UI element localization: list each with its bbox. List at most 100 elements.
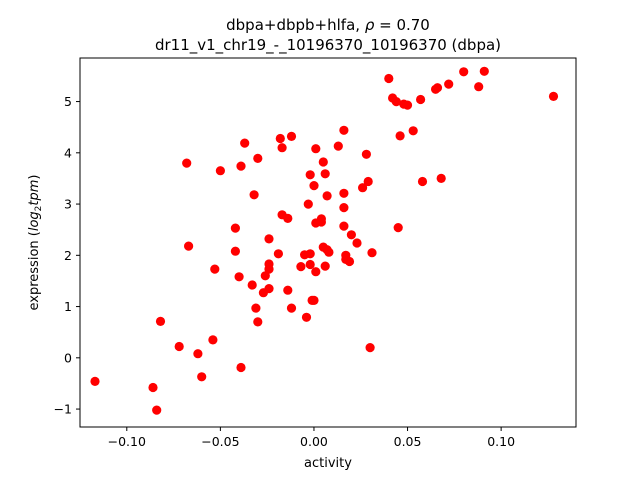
data-point-21	[253, 317, 263, 327]
data-point-55	[320, 261, 330, 271]
x-tick-label: 0.05	[394, 434, 422, 449]
data-point-40	[303, 199, 313, 209]
data-point-27	[264, 234, 274, 244]
data-point-20	[251, 303, 261, 313]
data-point-61	[339, 221, 349, 231]
x-axis-label: activity	[304, 456, 352, 471]
data-point-22	[253, 153, 263, 163]
chart-title: dbpa+dbpb+hlfa, ρ = 0.70	[226, 16, 430, 34]
data-point-35	[286, 303, 297, 313]
data-point-62	[339, 188, 349, 198]
data-point-0	[90, 376, 100, 386]
data-point-77	[393, 223, 403, 233]
x-tick-label: −0.10	[108, 434, 146, 449]
y-axis-label: expression (log2tpm)	[27, 175, 44, 311]
data-point-11	[215, 166, 225, 176]
data-point-51	[316, 214, 326, 224]
data-point-58	[324, 247, 334, 257]
data-point-54	[320, 169, 330, 179]
chart-subtitle: dr11_v1_chr19_-_10196370_10196370 (dbpa)	[155, 36, 501, 55]
data-point-83	[417, 176, 428, 187]
data-point-26	[264, 264, 274, 274]
y-tick-label: 3	[64, 197, 72, 212]
data-point-87	[444, 79, 454, 89]
data-point-18	[247, 280, 257, 290]
data-point-37	[296, 262, 306, 272]
data-point-28	[264, 284, 274, 294]
data-point-30	[275, 133, 285, 144]
data-point-88	[459, 67, 469, 77]
data-point-72	[365, 343, 375, 353]
data-point-43	[305, 249, 315, 259]
x-tick-label: −0.05	[201, 434, 239, 449]
data-point-31	[277, 143, 287, 153]
y-tick-label: 0	[64, 350, 72, 365]
data-point-59	[333, 141, 343, 151]
data-point-12	[230, 223, 240, 233]
data-point-19	[249, 190, 259, 200]
data-point-66	[344, 256, 355, 267]
x-axis-ticks: −0.10 −0.05 0.00 0.05 0.10	[108, 427, 515, 449]
data-point-56	[322, 191, 332, 201]
data-point-74	[384, 73, 394, 84]
plot-frame	[79, 57, 577, 428]
data-point-29	[273, 249, 283, 259]
data-point-3	[155, 316, 166, 326]
data-point-85	[432, 83, 443, 93]
data-point-52	[318, 157, 328, 167]
data-point-67	[346, 230, 356, 240]
data-point-69	[358, 183, 368, 193]
data-point-10	[210, 264, 220, 274]
data-point-34	[283, 285, 293, 295]
data-point-68	[352, 238, 362, 248]
data-point-89	[474, 82, 484, 92]
data-point-70	[361, 149, 371, 159]
data-point-9	[208, 335, 218, 345]
data-point-13	[230, 246, 240, 256]
data-point-60	[339, 125, 349, 135]
data-point-73	[367, 248, 377, 258]
data-point-1	[148, 382, 158, 393]
data-point-5	[182, 158, 192, 168]
data-points-layer	[90, 66, 559, 415]
data-point-7	[193, 349, 203, 359]
data-point-24	[260, 271, 270, 281]
x-tick-label: 0.00	[300, 434, 328, 449]
data-point-42	[305, 259, 315, 270]
data-point-71	[363, 176, 373, 187]
data-point-41	[305, 170, 315, 180]
data-point-39	[301, 312, 312, 322]
data-point-90	[479, 66, 489, 76]
y-tick-label: 1	[64, 299, 72, 314]
data-point-17	[240, 138, 250, 148]
y-tick-label: 5	[64, 94, 72, 109]
data-point-78	[395, 131, 405, 141]
y-tick-label: 4	[64, 145, 72, 160]
data-point-47	[311, 267, 321, 277]
x-tick-label: 0.10	[487, 434, 515, 449]
data-point-49	[311, 144, 321, 154]
data-point-86	[436, 173, 446, 183]
data-point-63	[339, 203, 349, 213]
data-point-81	[408, 126, 418, 136]
data-point-91	[548, 91, 559, 101]
data-point-2	[152, 405, 162, 415]
data-point-4	[174, 341, 184, 352]
data-point-80	[402, 100, 413, 110]
data-point-46	[309, 181, 319, 191]
data-point-16	[236, 362, 246, 373]
data-point-14	[234, 272, 244, 282]
data-point-36	[286, 131, 297, 141]
data-point-8	[197, 372, 207, 382]
y-tick-label: −1	[54, 402, 72, 417]
data-point-82	[416, 94, 426, 105]
y-axis-ticks: −1 0 1 2 3 4 5	[54, 94, 80, 417]
data-point-15	[236, 161, 246, 171]
chart-title-group: dbpa+dbpb+hlfa, ρ = 0.70 dr11_v1_chr19_-…	[155, 16, 501, 55]
data-point-33	[283, 213, 293, 223]
y-tick-label: 2	[64, 248, 72, 263]
data-point-45	[309, 295, 319, 305]
data-point-76	[391, 97, 401, 107]
